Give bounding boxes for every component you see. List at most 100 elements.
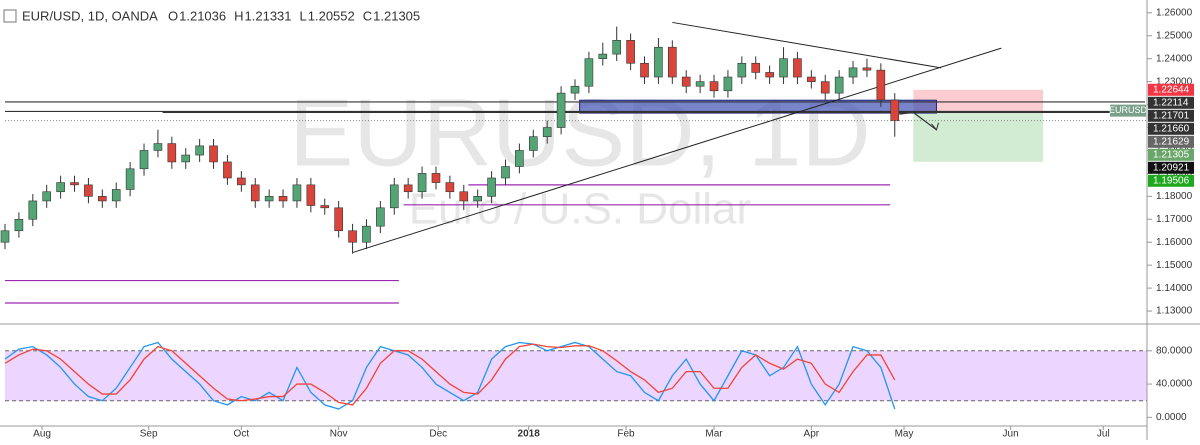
price-label-bg xyxy=(1148,122,1194,135)
x-tick-label: Apr xyxy=(804,429,820,440)
candle-body xyxy=(723,76,733,92)
y-tick-label: 1.25000 xyxy=(1156,30,1193,41)
candle-body xyxy=(640,62,649,78)
x-tick-label: Oct xyxy=(234,429,250,440)
ohlc-prefix: L xyxy=(300,8,307,23)
price-pane: 1.13000 1.14000 1.15000 1.16000 1.17000 1.180… xyxy=(0,7,1194,317)
candle-body xyxy=(612,40,622,55)
candle-body xyxy=(695,81,705,87)
candle-body xyxy=(501,166,510,179)
y-tick-label: 1.14000 xyxy=(1156,283,1193,294)
candle-body xyxy=(779,58,788,78)
ohlc-value: 1.20552 xyxy=(308,8,355,23)
y-tick-label: 1.24000 xyxy=(1156,53,1193,64)
y-tick-label: 1.18000 xyxy=(1156,191,1193,202)
price-label: 1.19506 xyxy=(1153,175,1190,186)
oscillator-line xyxy=(4,343,896,406)
ohlc-value: 1.21305 xyxy=(373,8,420,23)
ohlc-value: 1.21331 xyxy=(245,8,292,23)
x-tick-label: Sep xyxy=(140,429,158,440)
candle-body xyxy=(668,46,677,78)
candle-body xyxy=(528,136,538,151)
candle-body xyxy=(417,173,427,193)
oscillator-band xyxy=(5,350,1147,401)
candle-body xyxy=(84,184,93,197)
ohlc-value: 1.21036 xyxy=(179,8,226,23)
candle-body xyxy=(765,72,774,78)
y-tick-label: 1.17000 xyxy=(1156,214,1193,225)
candle-body xyxy=(56,182,65,193)
price-label: 1.20921 xyxy=(1153,162,1190,173)
watermark-symbol: EURUSD, 1D xyxy=(289,79,870,186)
candle-body xyxy=(237,177,246,186)
y-tick-label: 1.26000 xyxy=(1156,7,1193,18)
candle-body xyxy=(306,184,316,206)
candle-body xyxy=(403,184,413,193)
price-label-bg xyxy=(1148,96,1194,109)
price-label-bg xyxy=(1148,109,1194,122)
candle-body xyxy=(737,62,747,78)
candle-body xyxy=(834,76,844,94)
candle-body xyxy=(264,196,274,202)
osc-y-tick-label: 0.0000 xyxy=(1156,412,1187,423)
candle-body xyxy=(153,143,163,151)
candle-body xyxy=(556,92,566,128)
candle-body xyxy=(320,205,330,209)
candle-body xyxy=(542,127,552,137)
candle-body xyxy=(751,62,761,73)
candle-body xyxy=(0,230,10,243)
candle-body xyxy=(389,184,399,209)
header-icon xyxy=(3,9,17,23)
candle-body xyxy=(515,150,524,167)
candle-body xyxy=(209,145,218,163)
arrow-head xyxy=(931,122,939,131)
y-tick-label: 1.13000 xyxy=(1156,306,1193,317)
candle-body xyxy=(445,182,455,193)
candle-body xyxy=(125,168,135,190)
candle-body xyxy=(334,207,343,232)
price-label: 1.22644 xyxy=(1153,84,1190,95)
candle-body xyxy=(598,53,608,59)
y-tick-label: 1.23000 xyxy=(1156,76,1193,87)
candle-body xyxy=(848,67,858,78)
candle-body xyxy=(820,81,830,94)
candle-body xyxy=(473,196,482,202)
price-label: 1.22114 xyxy=(1153,97,1189,108)
price-label-bg xyxy=(1148,135,1194,148)
candle-body xyxy=(431,173,441,183)
candle-body xyxy=(376,207,385,227)
x-tick-label: Jun xyxy=(1003,429,1019,440)
candle-body xyxy=(28,200,38,220)
candle-body xyxy=(14,218,24,232)
x-tick-label: Aug xyxy=(33,429,51,440)
stop-zone xyxy=(913,89,1044,113)
x-tick-label: Nov xyxy=(330,429,348,440)
ohlc-prefix: O xyxy=(168,8,178,23)
candle-body xyxy=(807,76,816,82)
candle-body xyxy=(167,143,177,163)
candle-body xyxy=(487,177,496,197)
candle-body xyxy=(654,46,663,78)
price-label: 1.21701 xyxy=(1153,110,1190,121)
target-zone xyxy=(913,112,1044,162)
candle-body xyxy=(348,230,357,243)
y-tick-label: 1.15000 xyxy=(1156,260,1193,271)
price-label-bg xyxy=(1148,161,1194,174)
price-label: 1.21305 xyxy=(1153,149,1190,160)
candle-body xyxy=(890,99,900,121)
candle-body xyxy=(570,85,580,94)
x-tick-label: May xyxy=(895,429,914,440)
candle-body xyxy=(862,67,872,71)
candle-body xyxy=(584,58,594,87)
candle-body xyxy=(793,58,802,78)
osc-y-tick-label: 80.0000 xyxy=(1156,345,1193,356)
candle-body xyxy=(278,196,288,202)
x-tick-label: 2018 xyxy=(518,429,541,440)
candle-body xyxy=(111,189,121,202)
y-tick-label: 1.16000 xyxy=(1156,237,1193,248)
candle-body xyxy=(681,76,691,87)
